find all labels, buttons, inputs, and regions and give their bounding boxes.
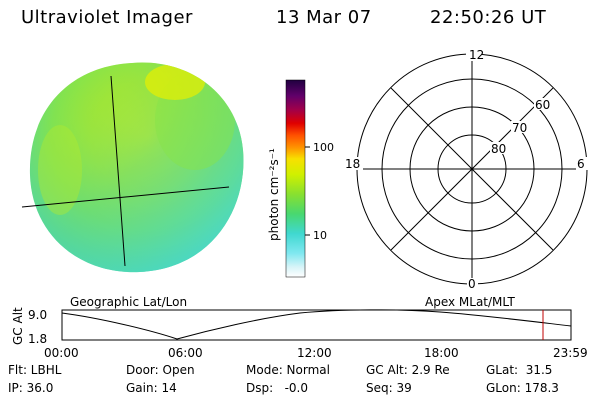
timeline-xtick-3: 18:00 <box>424 346 459 360</box>
status-gain: Gain: 14 <box>126 381 177 395</box>
colorbar-unit-label: photon cm⁻²s⁻¹ <box>267 148 281 241</box>
status-mode: Mode: Normal <box>246 363 330 377</box>
status-door: Door: Open <box>126 363 195 377</box>
status-gc-alt: GC Alt: 2.9 Re <box>366 363 450 377</box>
timeline-ytick-bottom: 1.8 <box>28 332 47 346</box>
status-ip: IP: 36.0 <box>8 381 54 395</box>
orbit-timeline: GC Alt 9.0 1.8 00:00 06:00 12:00 18:00 2… <box>11 307 588 360</box>
lat-label-80: 80 <box>491 142 506 156</box>
header-time: 22:50:26 UT <box>430 7 547 28</box>
status-filter: Flt: LBHL <box>8 363 62 377</box>
timeline-xtick-0: 00:00 <box>44 346 79 360</box>
altitude-curve <box>61 309 572 340</box>
geographic-label: Geographic Lat/Lon <box>70 295 187 309</box>
meridian-line <box>110 75 126 267</box>
timeline-ylabel: GC Alt <box>11 307 25 345</box>
mlt-label-0: 0 <box>468 277 476 291</box>
colorbar-tick-10: 10 <box>313 229 327 242</box>
timeline-ytick-top: 9.0 <box>28 308 47 322</box>
status-glat: GLat: 31.5 <box>486 363 553 377</box>
colorbar: 100 10 photon cm⁻²s⁻¹ <box>267 79 334 278</box>
mlt-label-18: 18 <box>345 157 360 171</box>
timeline-xtick-1: 06:00 <box>168 346 203 360</box>
status-seq: Seq: 39 <box>366 381 412 395</box>
polar-labels: 12 18 6 0 60 70 80 <box>343 48 588 291</box>
mlt-label-12: 12 <box>469 48 484 62</box>
lat-label-70: 70 <box>512 121 527 135</box>
mlt-label-6: 6 <box>577 157 585 171</box>
timeline-xtick-4: 23:59 <box>553 346 588 360</box>
parallel-line <box>21 186 230 208</box>
status-dsp: Dsp: -0.0 <box>246 381 309 395</box>
timeline-xtick-2: 12:00 <box>297 346 332 360</box>
polar-grid <box>356 53 588 285</box>
uv-image-disc <box>21 62 244 273</box>
lat-label-60: 60 <box>535 98 550 112</box>
apex-label: Apex MLat/MLT <box>425 295 515 309</box>
colorbar-tick-100: 100 <box>313 141 334 154</box>
header-date: 13 Mar 07 <box>276 7 372 28</box>
status-glon: GLon: 178.3 <box>486 381 559 395</box>
instrument-title: Ultraviolet Imager <box>21 7 193 28</box>
